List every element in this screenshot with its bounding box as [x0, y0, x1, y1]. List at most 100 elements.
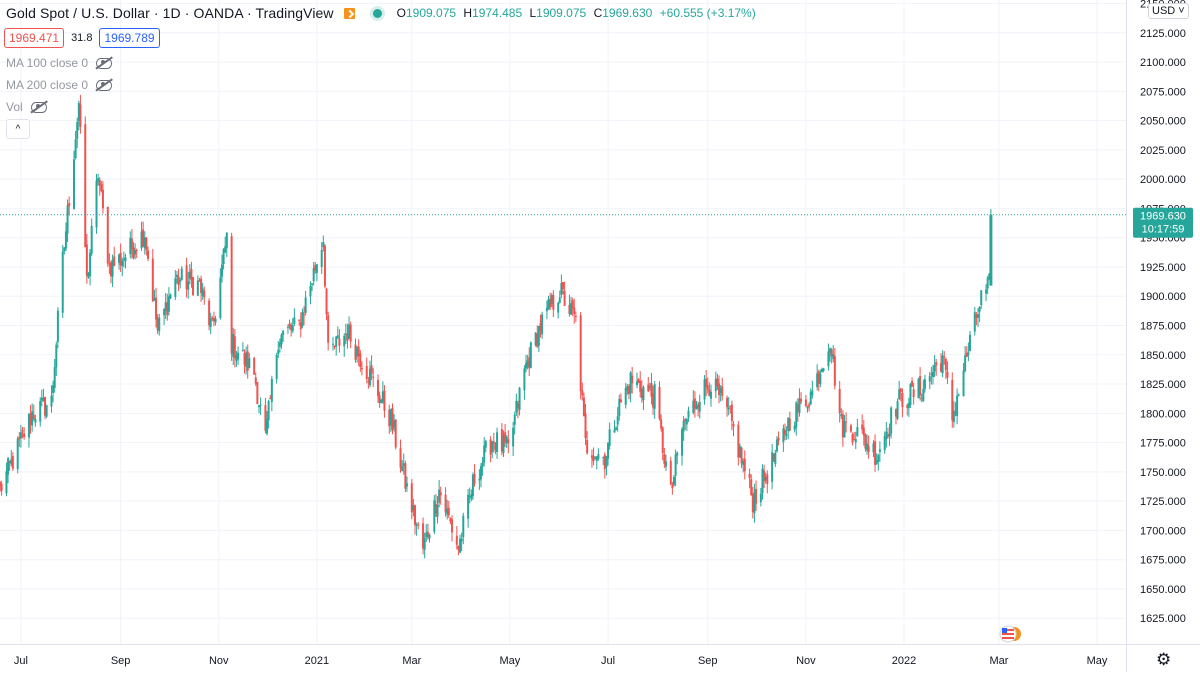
- candle-body: [164, 302, 167, 312]
- candle-body: [106, 206, 109, 264]
- candle-body: [653, 384, 656, 409]
- market-open-icon[interactable]: [372, 8, 382, 18]
- eye-crossed-icon[interactable]: [96, 57, 113, 69]
- candle-body: [912, 389, 915, 398]
- gear-icon[interactable]: ⚙: [1156, 650, 1172, 669]
- candle-body: [449, 518, 452, 522]
- sell-price-button[interactable]: 1969.471: [4, 28, 65, 48]
- candle-body: [968, 334, 971, 352]
- candle-body: [816, 373, 819, 388]
- candle-body: [841, 413, 844, 438]
- candle-body: [597, 454, 600, 459]
- candle-body: [370, 365, 373, 374]
- candle-body: [753, 492, 756, 514]
- candle-body: [72, 159, 75, 209]
- candle-body: [333, 345, 336, 347]
- candle-body: [320, 250, 323, 267]
- candle-body: [203, 290, 206, 298]
- change-value: +60.555 (+3.17%): [659, 6, 756, 20]
- candle-body: [854, 439, 857, 443]
- candle-body: [697, 404, 700, 409]
- countdown-label: 10:17:59: [1142, 224, 1185, 236]
- candle-body: [356, 347, 359, 357]
- candle-body: [311, 283, 314, 285]
- candle-body: [526, 360, 529, 367]
- candle-body: [674, 454, 677, 476]
- candle-body: [90, 225, 93, 254]
- candle-body: [954, 412, 957, 414]
- symbol-title[interactable]: Gold Spot / U.S. Dollar · 1D · OANDA · T…: [6, 5, 334, 21]
- candle-body: [783, 430, 786, 435]
- candle-body: [698, 402, 701, 412]
- candle-body: [584, 413, 587, 439]
- candle-body: [829, 348, 832, 353]
- candle-body: [796, 404, 799, 412]
- candle-body: [951, 379, 954, 421]
- candle-body: [63, 247, 66, 252]
- currency-selector[interactable]: USD ˅: [1148, 3, 1189, 19]
- candle-body: [732, 424, 735, 427]
- candle-body: [883, 436, 886, 451]
- collapse-legend-button[interactable]: ^: [6, 119, 30, 139]
- candle-body: [811, 390, 814, 396]
- candle-body: [830, 349, 833, 357]
- candle-body: [874, 441, 877, 465]
- candle-body: [132, 247, 135, 258]
- candle-body: [558, 297, 561, 303]
- candle-body: [354, 344, 357, 360]
- candle-body: [635, 381, 638, 386]
- candle-body: [291, 325, 294, 332]
- candle-body: [819, 373, 822, 384]
- candle-body: [867, 446, 870, 452]
- indicator-ma100[interactable]: MA 100 close 0: [6, 56, 113, 70]
- event-icon-canton: [1002, 628, 1007, 633]
- candle-body: [327, 315, 330, 343]
- y-tick-label: 1725.000: [1140, 496, 1186, 508]
- candle-body: [143, 237, 146, 249]
- candle-body: [175, 274, 178, 277]
- candle-body: [975, 314, 978, 318]
- candle-body: [142, 229, 145, 247]
- candle-body: [742, 461, 745, 465]
- candle-body: [962, 370, 965, 397]
- low-value: 1909.075: [536, 6, 587, 20]
- candle-body: [140, 231, 143, 249]
- candle-body: [808, 404, 811, 407]
- indicator-volume[interactable]: Vol: [6, 100, 47, 114]
- candle-body: [616, 416, 619, 425]
- candle-body: [335, 336, 338, 347]
- candle-body: [875, 460, 878, 464]
- y-tick-label: 2100.000: [1140, 57, 1186, 69]
- y-tick-label: 1650.000: [1140, 584, 1186, 596]
- candle-body: [214, 318, 217, 323]
- candle-body: [298, 319, 301, 321]
- candle-body: [50, 395, 53, 407]
- candle-body: [660, 419, 663, 429]
- candle-body: [590, 455, 593, 459]
- flag-icon[interactable]: [343, 7, 355, 19]
- candle-body: [782, 428, 785, 443]
- candle-body: [277, 349, 280, 354]
- indicator-ma200[interactable]: MA 200 close 0: [6, 78, 113, 92]
- quote-row: 1969.471 31.8 1969.789: [4, 28, 160, 48]
- candle-body: [434, 503, 437, 514]
- candle-body: [134, 249, 137, 255]
- candle-body: [788, 418, 791, 431]
- eye-crossed-icon[interactable]: [30, 101, 47, 113]
- candle-body: [484, 440, 487, 448]
- candle-body: [919, 375, 922, 396]
- x-tick-label: May: [500, 655, 521, 667]
- y-tick-label: 1700.000: [1140, 525, 1186, 537]
- candle-body: [755, 489, 758, 504]
- candle-body: [288, 323, 291, 327]
- candle-body: [695, 405, 698, 410]
- candle-body: [613, 429, 616, 433]
- buy-price-button[interactable]: 1969.789: [99, 28, 160, 48]
- eye-crossed-icon[interactable]: [96, 79, 113, 91]
- candle-body: [550, 295, 553, 305]
- candle-body: [985, 289, 988, 294]
- candle-body: [602, 456, 605, 458]
- candle-body: [489, 439, 492, 455]
